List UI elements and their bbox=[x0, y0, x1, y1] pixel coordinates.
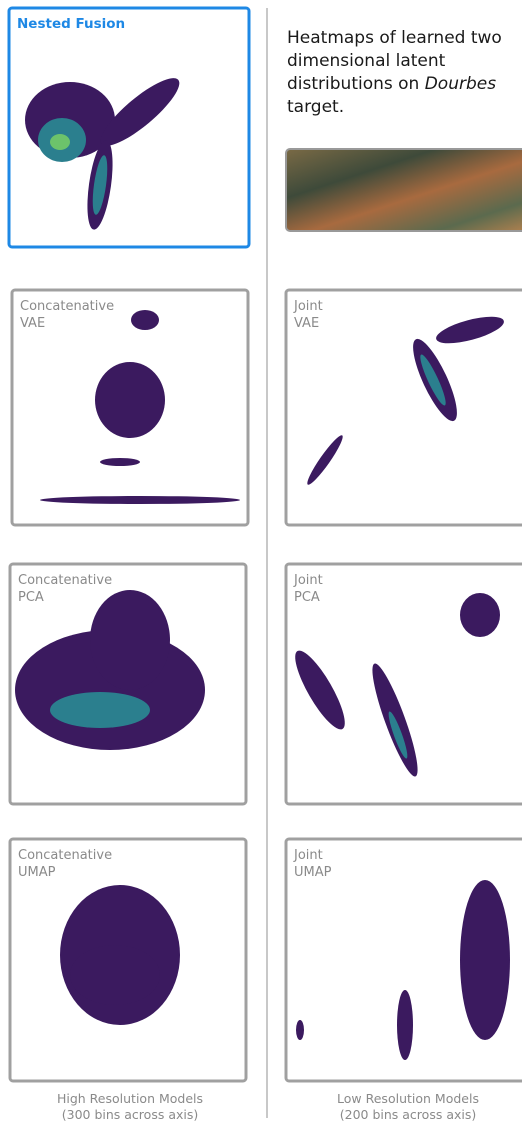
panel-label: Concatenative bbox=[18, 848, 112, 863]
panel-label: Joint bbox=[293, 848, 323, 863]
panel-label: Joint bbox=[293, 573, 323, 588]
heatmap bbox=[460, 593, 500, 637]
caption-line: Heatmaps of learned two bbox=[287, 28, 502, 48]
column-footer: (300 bins across axis) bbox=[62, 1107, 199, 1122]
page: {"nested_fusion": {"title": "Nested Fusi… bbox=[0, 0, 522, 1125]
caption: dimensional latent bbox=[287, 51, 446, 71]
panel-label: UMAP bbox=[18, 865, 56, 880]
column-footer: (200 bins across axis) bbox=[340, 1107, 477, 1122]
caption-emphasis: Dourbes bbox=[425, 74, 497, 94]
heatmap bbox=[50, 692, 150, 728]
heatmap bbox=[397, 990, 413, 1060]
panel-label: Joint bbox=[293, 299, 323, 314]
panel-label: VAE bbox=[20, 316, 45, 331]
heatmap bbox=[100, 458, 140, 466]
heatmap bbox=[90, 590, 170, 690]
heatmap bbox=[460, 880, 510, 1040]
nested-fusion-title: Nested Fusion bbox=[17, 16, 125, 32]
heatmap bbox=[131, 310, 159, 330]
column-footer: Low Resolution Models bbox=[337, 1091, 479, 1106]
heatmap bbox=[70, 945, 160, 1005]
caption-line: distributions on bbox=[287, 74, 425, 94]
panel-label: Concatenative bbox=[18, 573, 112, 588]
panel-label: VAE bbox=[294, 316, 319, 331]
heatmap bbox=[95, 362, 165, 438]
caption: Heatmaps of learned two bbox=[287, 28, 502, 48]
panel-label: UMAP bbox=[294, 865, 332, 880]
target-image bbox=[286, 149, 522, 231]
caption-line: dimensional latent bbox=[287, 51, 446, 71]
caption: distributions on Dourbes bbox=[287, 74, 496, 94]
column-footer: High Resolution Models bbox=[57, 1091, 203, 1106]
caption-line: target. bbox=[287, 97, 344, 117]
figure: Nested Fusion Heatmaps of learned two di… bbox=[0, 0, 522, 1125]
heatmap bbox=[296, 1020, 304, 1040]
caption: target. bbox=[287, 97, 344, 117]
panel-label: PCA bbox=[294, 590, 320, 605]
heatmap bbox=[40, 496, 240, 504]
panel-label: PCA bbox=[18, 590, 44, 605]
panel-label: Concatenative bbox=[20, 299, 114, 314]
